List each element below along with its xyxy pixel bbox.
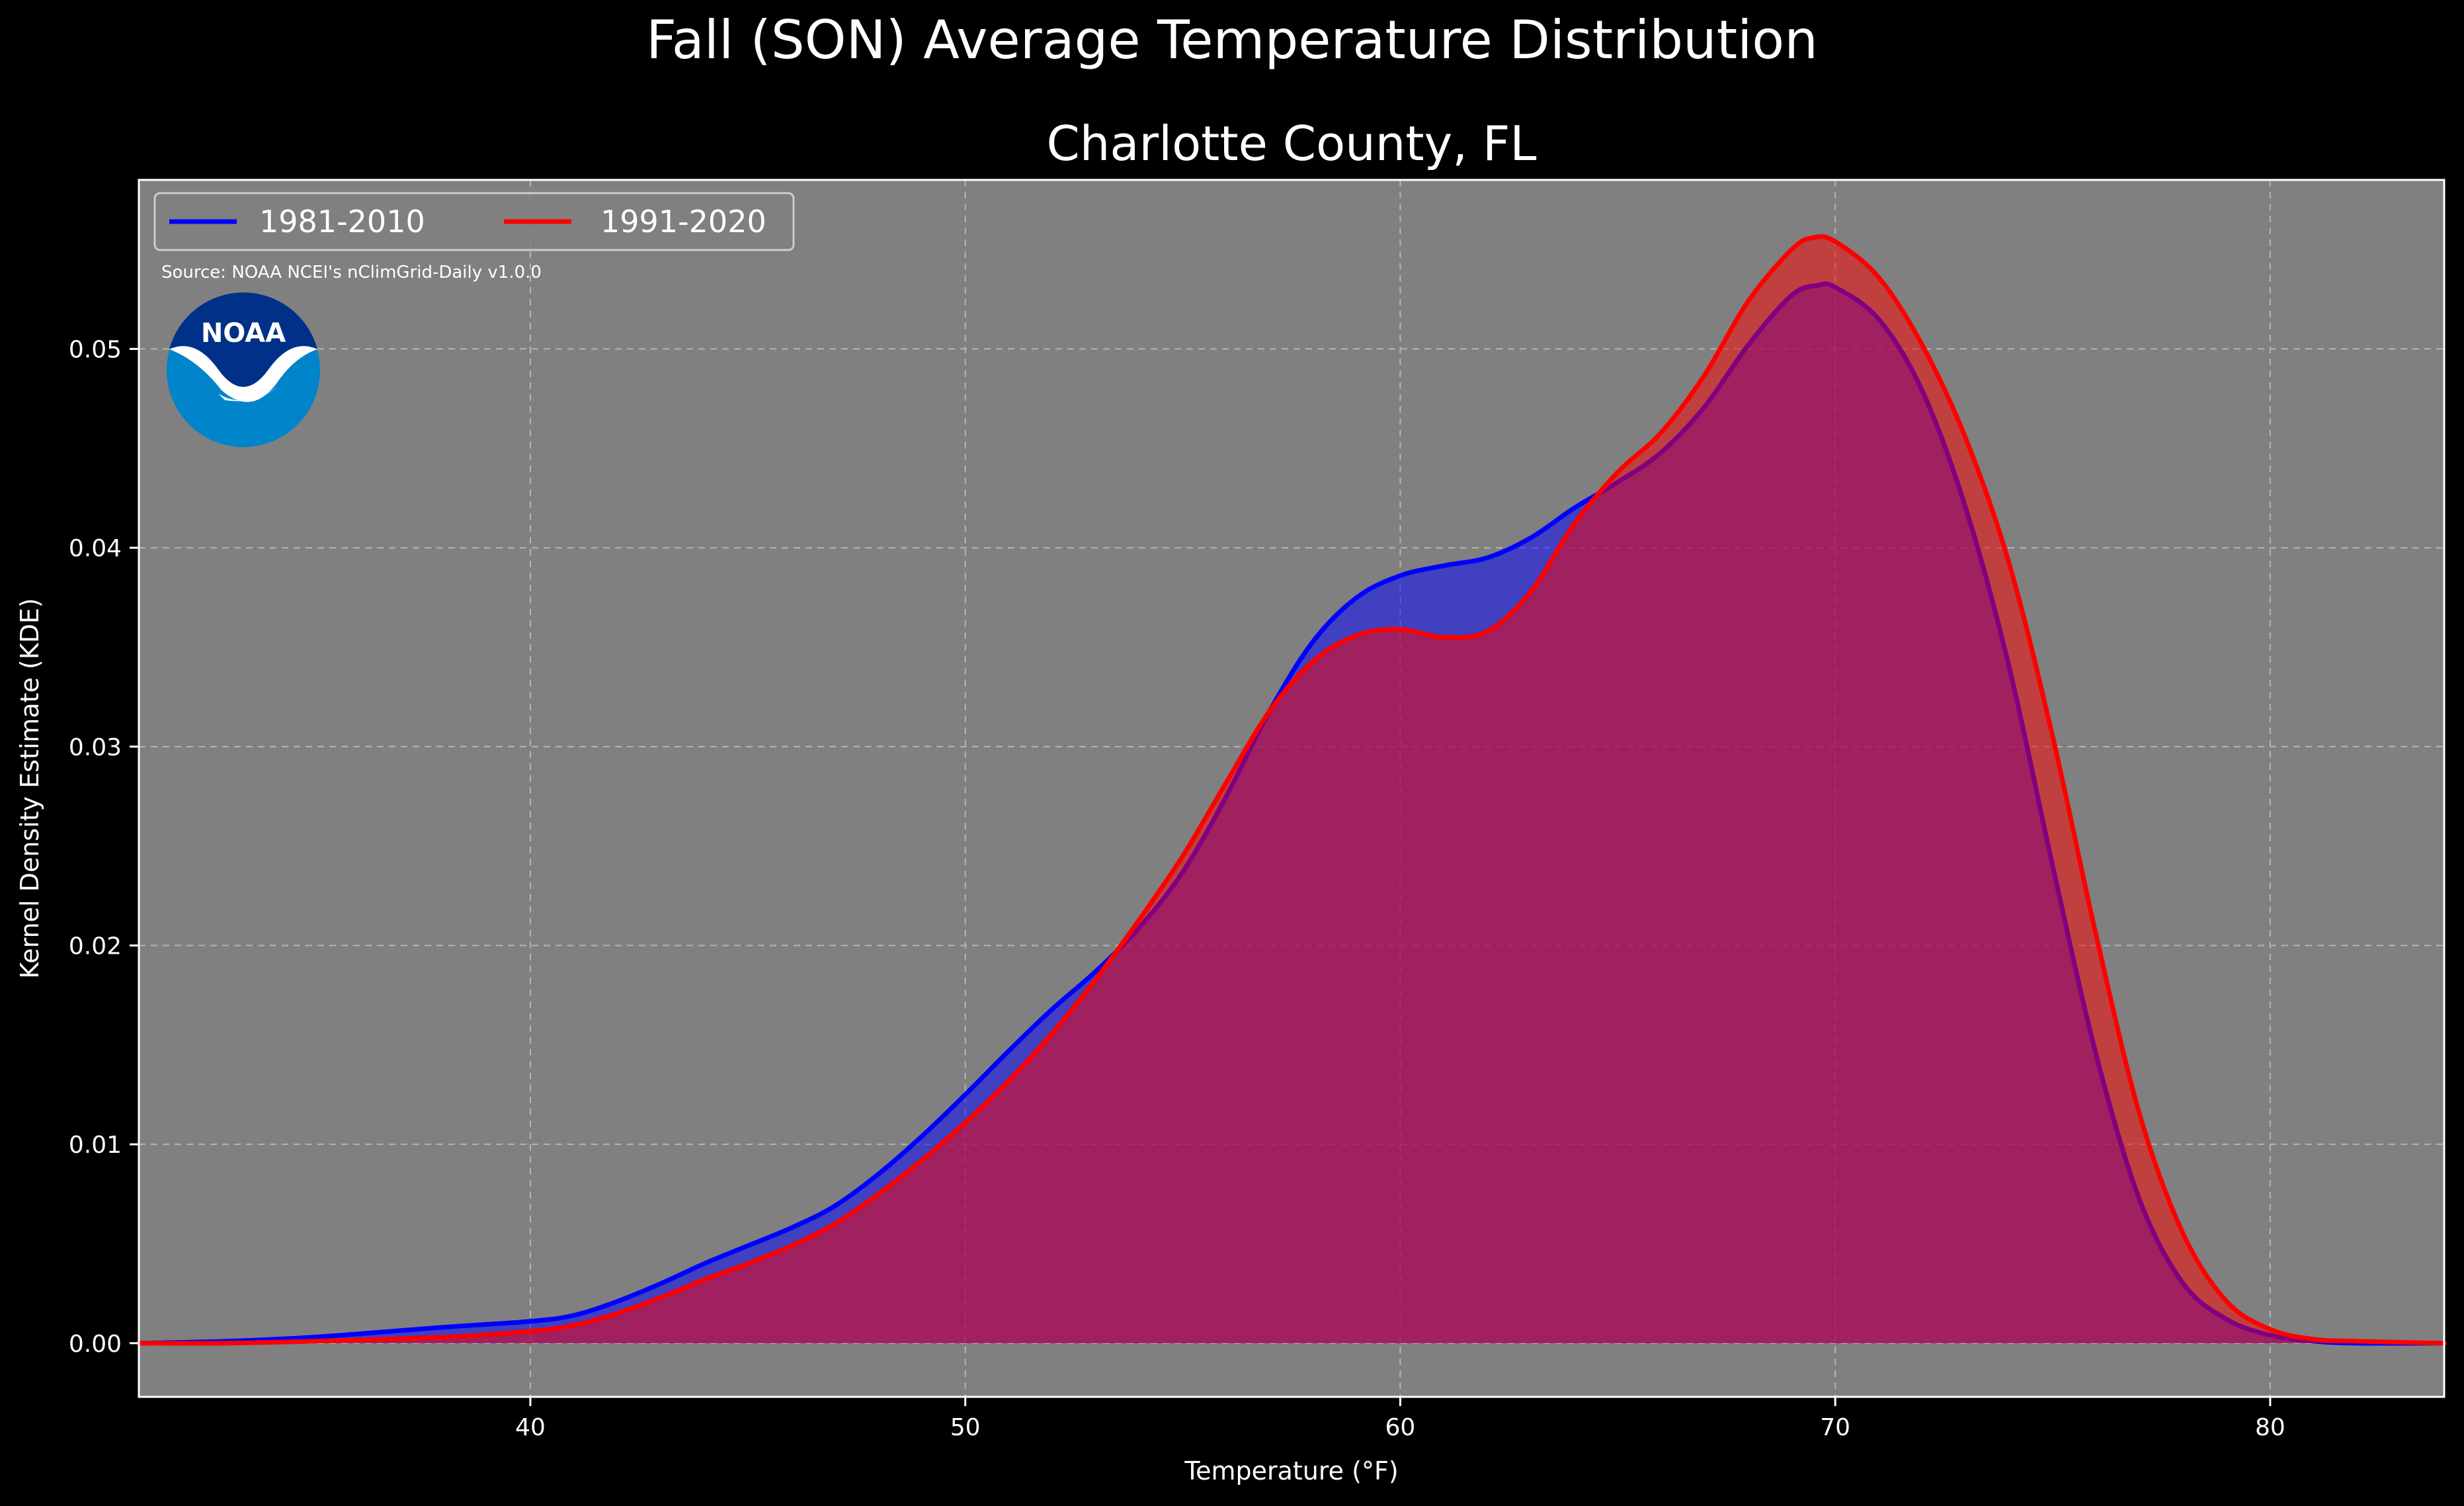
legend-label-1981-2010: 1981-2010	[259, 204, 425, 239]
chart-title: Fall (SON) Average Temperature Distribut…	[646, 9, 1818, 71]
y-tick-label: 0.03	[69, 734, 122, 761]
y-tick-label: 0.05	[69, 337, 122, 364]
x-axis-label: Temperature (°F)	[1184, 1456, 1398, 1485]
noaa-logo-sky	[169, 292, 317, 387]
source-annotation: Source: NOAA NCEI's nClimGrid-Daily v1.0…	[161, 263, 542, 282]
series-area-1991-2020	[139, 236, 2444, 1344]
plot-frame	[138, 179, 2445, 1398]
noaa-logo: NOAA	[167, 292, 320, 447]
x-tick-label: 80	[2255, 1414, 2285, 1441]
legend: 1981-2010 1991-2020	[153, 192, 795, 251]
ticks: 40 50 60 70 80 0.00 0.01 0.02 0.03 0.04 0.05	[69, 337, 2285, 1441]
y-tick-label: 0.00	[69, 1331, 122, 1358]
y-axis-label: Kernel Density Estimate (KDE)	[15, 598, 44, 979]
x-tick-label: 60	[1385, 1414, 1416, 1441]
legend-box	[153, 192, 795, 251]
noaa-logo-bird	[169, 346, 317, 402]
y-tick-label: 0.04	[69, 535, 122, 562]
series-line-1991-2020	[136, 234, 2447, 1346]
x-tick-label: 70	[1820, 1414, 1850, 1441]
x-tick-label: 40	[515, 1414, 546, 1441]
chart-subtitle: Charlotte County, FL	[1046, 116, 1536, 171]
x-tick-label: 50	[950, 1414, 981, 1441]
legend-label-1991-2020: 1991-2020	[600, 204, 766, 239]
series-layer	[136, 234, 2447, 1346]
y-tick-label: 0.01	[69, 1132, 122, 1159]
y-tick-label: 0.02	[69, 933, 122, 960]
noaa-logo-text: NOAA	[201, 318, 286, 349]
